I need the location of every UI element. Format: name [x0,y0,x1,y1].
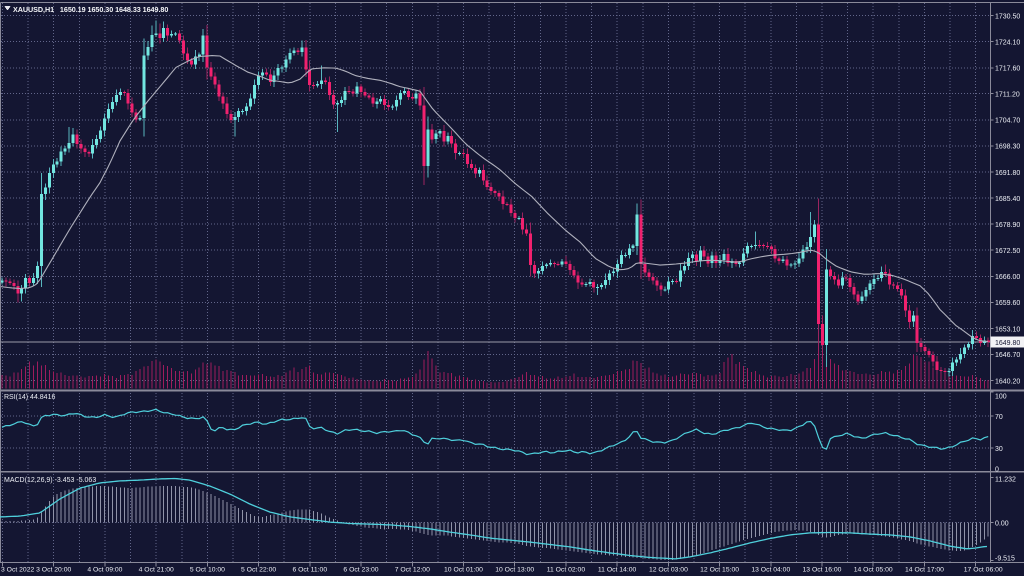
svg-text:0.00: 0.00 [995,520,1009,527]
svg-text:12 Oct 03:00: 12 Oct 03:00 [649,567,688,574]
svg-text:14 Oct 17:00: 14 Oct 17:00 [905,567,944,574]
svg-text:MACD(12,26,9) -3.453 -5.063: MACD(12,26,9) -3.453 -5.063 [4,477,96,484]
svg-text:11 Oct 14:00: 11 Oct 14:00 [598,567,637,574]
svg-text:1678.90: 1678.90 [995,222,1020,229]
svg-text:11.232: 11.232 [995,476,1016,483]
svg-text:1649.80: 1649.80 [995,340,1020,347]
svg-text:13 Oct 16:00: 13 Oct 16:00 [803,567,842,574]
svg-text:30: 30 [995,446,1003,453]
svg-text:1730.50: 1730.50 [995,13,1020,20]
svg-text:1698.30: 1698.30 [995,144,1020,151]
svg-text:1666.00: 1666.00 [995,274,1020,281]
svg-text:-9.515: -9.515 [995,555,1015,562]
svg-text:7 Oct 12:00: 7 Oct 12:00 [395,567,430,574]
svg-text:10 Oct 13:00: 10 Oct 13:00 [495,567,534,574]
svg-text:1711.20: 1711.20 [995,91,1020,98]
svg-text:1724.10: 1724.10 [995,39,1020,46]
svg-text:10 Oct 01:00: 10 Oct 01:00 [444,567,483,574]
svg-text:0: 0 [995,466,999,473]
svg-text:17 Oct 06:00: 17 Oct 06:00 [964,567,1003,574]
svg-text:14 Oct 05:00: 14 Oct 05:00 [854,567,893,574]
svg-text:1640.20: 1640.20 [995,379,1020,386]
svg-text:4 Oct 09:00: 4 Oct 09:00 [87,567,122,574]
svg-text:1659.60: 1659.60 [995,300,1020,307]
svg-text:5 Oct 22:00: 5 Oct 22:00 [241,567,276,574]
svg-text:1685.40: 1685.40 [995,196,1020,203]
svg-text:1704.70: 1704.70 [995,118,1020,125]
svg-text:4 Oct 21:00: 4 Oct 21:00 [139,567,174,574]
svg-text:1672.50: 1672.50 [995,248,1020,255]
svg-text:1691.80: 1691.80 [995,170,1020,177]
svg-text:1717.60: 1717.60 [995,66,1020,73]
svg-text:6 Oct 23:00: 6 Oct 23:00 [343,567,378,574]
svg-text:11 Oct 02:00: 11 Oct 02:00 [547,567,586,574]
svg-text:6 Oct 11:00: 6 Oct 11:00 [292,567,327,574]
svg-text:XAUUSD,H1 1650.19 1650.30 16: XAUUSD,H1 1650.19 1650.30 1648.33 1649.8… [13,5,168,14]
svg-text:13 Oct 04:00: 13 Oct 04:00 [751,567,790,574]
svg-text:5 Oct 10:00: 5 Oct 10:00 [190,567,225,574]
svg-text:1653.10: 1653.10 [995,326,1020,333]
svg-text:3 Oct 2022: 3 Oct 2022 [1,567,34,574]
svg-text:12 Oct 15:00: 12 Oct 15:00 [700,567,739,574]
svg-text:1646.70: 1646.70 [995,352,1020,359]
svg-text:3 Oct 20:00: 3 Oct 20:00 [36,567,71,574]
svg-text:RSI(14) 44.8416: RSI(14) 44.8416 [4,394,55,401]
svg-text:100: 100 [995,393,1007,400]
svg-text:70: 70 [995,414,1003,421]
